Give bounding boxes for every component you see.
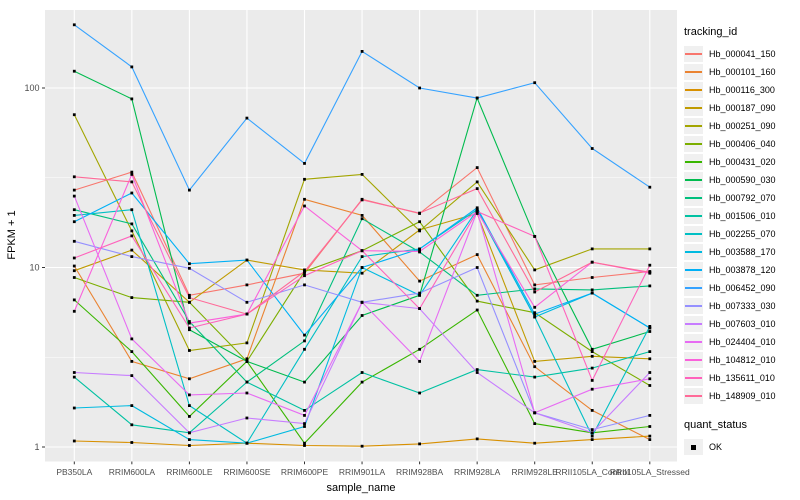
legend-key-line-icon	[684, 298, 703, 314]
legend-title-tracking-id: tracking_id	[684, 26, 738, 38]
legend-label: Hb_002255_070	[709, 229, 776, 239]
legend-key-line-icon	[684, 262, 703, 278]
legend-label: Hb_000792_070	[709, 193, 776, 203]
legend-label: Hb_007603_010	[709, 319, 776, 329]
axis-ticks: 1 10 100 PB350LA RRIM600LA RRIM600LE RRIM600SE…	[24, 83, 690, 477]
legend-key-line-icon	[684, 226, 703, 242]
legend-panel: tracking_id Hb_000041_150 Hb_000101_160 Hb…	[684, 26, 798, 456]
legend-item-Hb_104812_010: Hb_104812_010	[684, 351, 798, 369]
x-axis-title: sample_name	[326, 482, 395, 494]
x-tick-label: RRII105LA_Control	[555, 467, 629, 477]
legend-key-line-icon	[684, 208, 703, 224]
x-tick-label: RRIM600PE	[281, 467, 329, 477]
legend-label: Hb_000590_030	[709, 175, 776, 185]
legend-item-Hb_002255_070: Hb_002255_070	[684, 225, 798, 243]
legend-item-Hb_000101_160: Hb_000101_160	[684, 63, 798, 81]
legend-label: Hb_024404_010	[709, 337, 776, 347]
legend-key-line-icon	[684, 388, 703, 404]
legend-item-Hb_135611_010: Hb_135611_010	[684, 369, 798, 387]
legend-item-Hb_007333_030: Hb_007333_030	[684, 297, 798, 315]
legend-label: Hb_003878_120	[709, 265, 776, 275]
legend-item-Hb_000187_090: Hb_000187_090	[684, 99, 798, 117]
x-tick-label: PB350LA	[56, 467, 92, 477]
y-tick-label: 100	[24, 83, 39, 93]
legend-label: Hb_000406_040	[709, 139, 776, 149]
legend-key-line-icon	[684, 190, 703, 206]
ok-point-key-icon	[684, 439, 703, 455]
x-tick-label: RRIM600SE	[223, 467, 271, 477]
legend-title-quant-status: quant_status	[684, 419, 747, 431]
legend-label-ok: OK	[709, 442, 723, 452]
legend-item-Hb_000406_040: Hb_000406_040	[684, 135, 798, 153]
legend-key-line-icon	[684, 64, 703, 80]
legend-key-line-icon	[684, 370, 703, 386]
x-tick-label: RRIM600LE	[166, 467, 213, 477]
legend-label: Hb_006452_090	[709, 283, 776, 293]
y-axis-title: FPKM + 1	[6, 210, 18, 259]
legend-item-Hb_000792_070: Hb_000792_070	[684, 189, 798, 207]
legend-key-line-icon	[684, 334, 703, 350]
legend-key-line-icon	[684, 118, 703, 134]
legend-item-Hb_148909_010: Hb_148909_010	[684, 387, 798, 405]
x-tick-label: RRIM928LE	[512, 467, 559, 477]
legend-label: Hb_000116_300	[709, 85, 775, 95]
x-tick-label: RRIM928LA	[454, 467, 501, 477]
legend-key-line-icon	[684, 244, 703, 260]
legend-key-line-icon	[684, 352, 703, 368]
legend-key-line-icon	[684, 82, 703, 98]
legend-item-Hb_024404_010: Hb_024404_010	[684, 333, 798, 351]
legend-key-line-icon	[684, 46, 703, 62]
legend-key-line-icon	[684, 316, 703, 332]
legend-label: Hb_104812_010	[709, 355, 776, 365]
legend-key-line-icon	[684, 280, 703, 296]
y-tick-label: 10	[29, 263, 39, 273]
legend-item-Hb_000590_030: Hb_000590_030	[684, 171, 798, 189]
legend-key-line-icon	[684, 136, 703, 152]
legend-key-line-icon	[684, 154, 703, 170]
y-tick-label: 1	[34, 442, 39, 452]
x-tick-label: RRII105LA_Stressed	[610, 467, 690, 477]
x-tick-label: RRIM600LA	[109, 467, 156, 477]
legend-item-list: Hb_000041_150 Hb_000101_160 Hb_000116_300 H…	[684, 45, 798, 405]
legend-label: Hb_000251_090	[709, 121, 776, 131]
legend-item-Hb_000041_150: Hb_000041_150	[684, 45, 798, 63]
data-points	[72, 23, 652, 448]
legend-item-Hb_000251_090: Hb_000251_090	[684, 117, 798, 135]
legend-label: Hb_003588_170	[709, 247, 776, 257]
legend-item-Hb_006452_090: Hb_006452_090	[684, 279, 798, 297]
legend-label: Hb_000187_090	[709, 103, 776, 113]
legend-label: Hb_135611_010	[709, 373, 775, 383]
legend-item-Hb_007603_010: Hb_007603_010	[684, 315, 798, 333]
x-tick-label: RRIM901LA	[339, 467, 386, 477]
legend-label: Hb_001506_010	[709, 211, 776, 221]
legend-label: Hb_000431_020	[709, 157, 776, 167]
legend-label: Hb_007333_030	[709, 301, 776, 311]
legend-item-ok: OK	[684, 438, 798, 456]
legend-item-Hb_003588_170: Hb_003588_170	[684, 243, 798, 261]
legend-item-Hb_000431_020: Hb_000431_020	[684, 153, 798, 171]
legend-label: Hb_000041_150	[709, 49, 776, 59]
legend-key-line-icon	[684, 172, 703, 188]
x-tick-label: RRIM928BA	[396, 467, 444, 477]
legend-item-Hb_003878_120: Hb_003878_120	[684, 261, 798, 279]
legend-label: Hb_148909_010	[709, 391, 776, 401]
legend-label: Hb_000101_160	[709, 67, 776, 77]
legend-item-Hb_001506_010: Hb_001506_010	[684, 207, 798, 225]
plot-panel	[45, 10, 677, 462]
legend-item-Hb_000116_300: Hb_000116_300	[684, 81, 798, 99]
legend-key-line-icon	[684, 100, 703, 116]
